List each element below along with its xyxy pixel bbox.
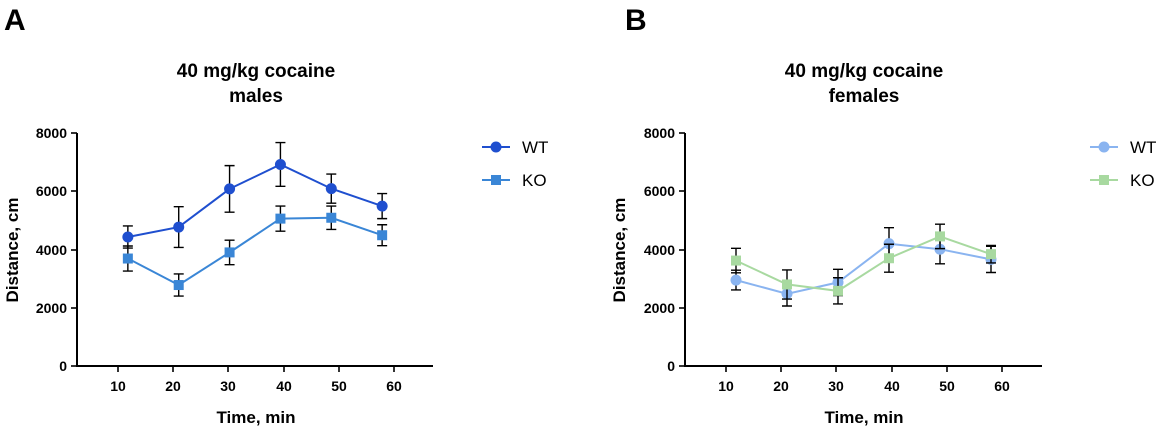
- series-ko: [731, 223, 996, 305]
- y-tick-label: 8000: [36, 125, 67, 141]
- y-tick-label: 0: [59, 358, 67, 374]
- chart-title: 40 mg/kg cocaine: [785, 61, 943, 82]
- panel-a: A 40 mg/kg cocaine males Distance, cm Ti…: [3, 4, 548, 427]
- x-tick-label: 50: [331, 378, 347, 394]
- y-axis-label: Distance, cm: [610, 198, 629, 303]
- series-wt: [122, 141, 388, 249]
- data-point-ko: [275, 213, 286, 224]
- panel-letter-b: B: [625, 4, 647, 37]
- x-tick-label: 30: [220, 378, 236, 394]
- data-point-ko: [782, 279, 792, 290]
- y-tick-label: 2000: [36, 300, 67, 316]
- x-tick-label: 10: [718, 378, 734, 394]
- series-line-ko: [127, 216, 383, 287]
- y-tick-label: 4000: [36, 242, 67, 258]
- y-tick-label: 2000: [644, 300, 675, 316]
- chart-subtitle: females: [829, 86, 900, 107]
- x-tick-label: 10: [110, 378, 126, 394]
- data-point-ko: [935, 231, 945, 242]
- legend-label-wt: WT: [522, 138, 548, 157]
- data-point-ko: [986, 249, 996, 260]
- data-point-ko: [224, 247, 235, 258]
- data-point-wt: [274, 158, 286, 170]
- x-tick-label: 60: [994, 378, 1010, 394]
- legend: WT KO: [1090, 138, 1156, 190]
- data-point-wt: [173, 221, 185, 233]
- data-point-ko: [377, 230, 388, 241]
- series-line-ko: [735, 235, 992, 292]
- x-axis-label: Time, min: [824, 408, 903, 427]
- series-wt: [730, 226, 997, 307]
- data-point-ko: [884, 253, 894, 264]
- x-tick-label: 20: [165, 378, 181, 394]
- legend-marker-wt: [1098, 141, 1110, 153]
- data-point-wt: [730, 274, 742, 286]
- panel-b: B 40 mg/kg cocaine females Distance, cm …: [610, 4, 1156, 427]
- chart-subtitle: males: [229, 86, 283, 107]
- y-tick-label: 4000: [644, 242, 675, 258]
- legend-marker-ko: [1099, 175, 1109, 185]
- data-point-wt: [376, 200, 388, 212]
- y-tick-label: 0: [667, 358, 675, 374]
- x-tick-label: 40: [276, 378, 292, 394]
- series-line-wt: [127, 163, 383, 238]
- data-point-wt: [224, 183, 236, 195]
- legend-label-ko: KO: [522, 171, 547, 190]
- chart-title: 40 mg/kg cocaine: [177, 61, 335, 82]
- x-tick-label: 50: [939, 378, 955, 394]
- x-tick-label: 40: [884, 378, 900, 394]
- x-tick-label: 60: [386, 378, 402, 394]
- series-ko: [122, 205, 388, 297]
- data-point-wt: [325, 183, 337, 195]
- data-point-ko: [731, 255, 741, 266]
- data-point-ko: [173, 280, 184, 291]
- data-point-ko: [122, 253, 133, 264]
- y-tick-label: 6000: [36, 183, 67, 199]
- y-axis-label: Distance, cm: [3, 198, 22, 303]
- y-tick-label: 6000: [644, 183, 675, 199]
- y-tick-label: 8000: [644, 125, 675, 141]
- legend-label-ko: KO: [1130, 171, 1155, 190]
- panel-letter-a: A: [4, 4, 26, 37]
- x-tick-label: 30: [828, 378, 844, 394]
- data-point-ko: [833, 285, 843, 296]
- legend-marker-wt: [490, 141, 502, 153]
- x-axis-label: Time, min: [216, 408, 295, 427]
- data-point-wt: [122, 231, 134, 243]
- x-tick-label: 20: [773, 378, 789, 394]
- legend-marker-ko: [491, 175, 501, 185]
- legend-label-wt: WT: [1130, 138, 1156, 157]
- data-point-ko: [326, 212, 337, 223]
- series-line-wt: [735, 242, 992, 295]
- legend: WT KO: [482, 138, 548, 190]
